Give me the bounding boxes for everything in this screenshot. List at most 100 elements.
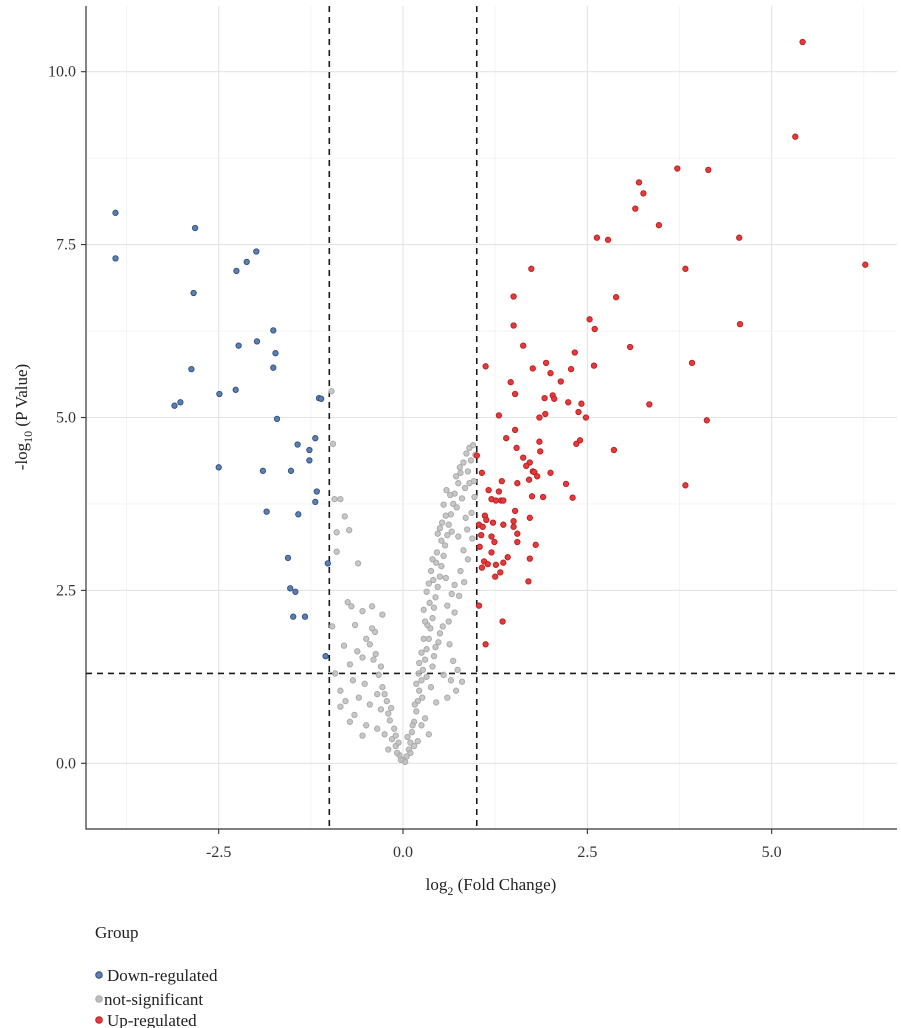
point-up-regulated: [514, 480, 521, 487]
point-not-significant: [464, 468, 472, 475]
point-down-regulated: [263, 508, 270, 515]
point-not-significant: [457, 567, 464, 575]
point-not-significant: [430, 652, 438, 660]
y-tick-label: 2.5: [56, 582, 76, 599]
point-down-regulated: [273, 415, 281, 423]
point-up-regulated: [562, 480, 570, 488]
point-not-significant: [440, 552, 447, 559]
point-up-regulated: [484, 560, 491, 568]
point-not-significant: [463, 450, 470, 457]
point-up-regulated: [547, 469, 554, 476]
point-up-regulated: [688, 359, 696, 367]
point-not-significant: [442, 574, 449, 582]
point-down-regulated: [306, 446, 313, 454]
point-not-significant: [381, 731, 388, 738]
point-not-significant: [438, 563, 445, 570]
point-up-regulated: [705, 166, 712, 174]
point-down-regulated: [190, 289, 197, 297]
series-up-regulated: [473, 38, 869, 648]
point-up-regulated: [498, 477, 505, 485]
point-down-regulated: [215, 464, 222, 471]
point-down-regulated: [284, 554, 292, 562]
point-up-regulated: [531, 468, 538, 476]
point-not-significant: [329, 623, 336, 630]
point-not-significant: [429, 614, 436, 622]
point-not-significant: [337, 687, 344, 694]
point-down-regulated: [191, 224, 199, 232]
point-not-significant: [407, 749, 414, 757]
point-not-significant: [383, 697, 390, 705]
legend-title: Group: [95, 923, 138, 942]
point-not-significant: [409, 722, 416, 729]
point-up-regulated: [576, 437, 584, 444]
y-axis-title-rest: (P Value): [12, 364, 31, 431]
point-not-significant: [395, 739, 402, 746]
axis-lines: [85, 6, 897, 830]
point-not-significant: [410, 742, 418, 750]
point-not-significant: [441, 542, 449, 549]
point-not-significant: [439, 623, 446, 630]
point-not-significant: [416, 659, 423, 667]
point-up-regulated: [736, 234, 743, 241]
point-not-significant: [456, 464, 463, 471]
point-up-regulated: [492, 561, 500, 568]
point-down-regulated: [292, 588, 299, 595]
point-not-significant: [419, 694, 426, 701]
point-not-significant: [446, 641, 453, 648]
point-not-significant: [340, 642, 348, 649]
point-up-regulated: [590, 362, 598, 369]
point-up-regulated: [495, 488, 503, 495]
point-not-significant: [363, 722, 370, 729]
point-not-significant: [438, 537, 445, 544]
point-not-significant: [354, 560, 362, 567]
point-up-regulated: [523, 462, 530, 470]
point-up-regulated: [483, 516, 490, 524]
point-not-significant: [429, 663, 436, 670]
point-up-regulated: [528, 265, 535, 272]
point-not-significant: [379, 684, 386, 691]
point-not-significant: [462, 514, 469, 521]
point-down-regulated: [312, 498, 319, 506]
point-not-significant: [368, 603, 376, 610]
point-up-regulated: [626, 343, 634, 351]
point-not-significant: [349, 677, 357, 684]
point-up-regulated: [507, 379, 514, 386]
point-up-regulated: [799, 38, 806, 46]
y-axis-title-subscript: 10: [21, 431, 35, 443]
x-tick-label: 2.5: [577, 844, 597, 861]
legend-label-not-significant: not-significant: [104, 990, 203, 1009]
point-down-regulated: [318, 395, 325, 402]
point-up-regulated: [511, 426, 519, 434]
point-up-regulated: [492, 497, 500, 504]
point-not-significant: [425, 580, 432, 587]
legend-swatch-down-regulated: [95, 971, 103, 979]
point-not-significant: [436, 573, 444, 580]
point-up-regulated: [485, 486, 492, 494]
point-not-significant: [461, 578, 468, 586]
point-not-significant: [397, 756, 404, 763]
point-down-regulated: [112, 255, 119, 262]
point-not-significant: [416, 687, 423, 694]
point-not-significant: [413, 680, 420, 687]
point-up-regulated: [582, 414, 590, 421]
point-up-regulated: [529, 365, 536, 372]
point-up-regulated: [500, 497, 507, 504]
point-not-significant: [355, 694, 362, 701]
point-down-regulated: [253, 338, 261, 345]
legend-label-down-regulated: Down-regulated: [107, 966, 218, 985]
point-up-regulated: [499, 618, 506, 625]
point-not-significant: [359, 654, 366, 661]
point-not-significant: [444, 694, 451, 701]
point-up-regulated: [510, 518, 517, 525]
point-up-regulated: [532, 541, 539, 548]
point-up-regulated: [862, 261, 869, 268]
point-up-regulated: [536, 414, 543, 421]
point-not-significant: [331, 495, 338, 503]
point-up-regulated: [511, 390, 519, 398]
point-not-significant: [421, 618, 429, 625]
point-not-significant: [332, 670, 339, 677]
point-up-regulated: [640, 190, 647, 197]
x-axis-title-rest: (Fold Change): [453, 875, 556, 894]
data-points: [112, 38, 869, 766]
